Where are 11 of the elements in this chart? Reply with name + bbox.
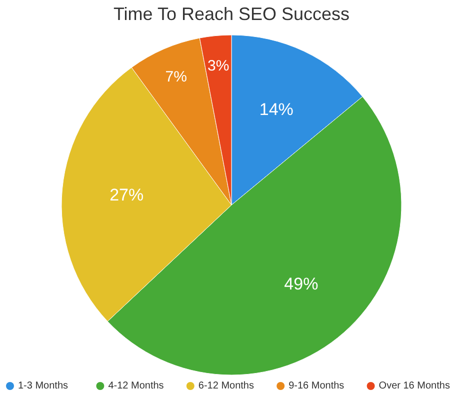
legend-label: 1-3 Months xyxy=(18,380,68,392)
legend-label: 9-16 Months xyxy=(288,380,344,392)
legend-label: 4-12 Months xyxy=(108,380,164,392)
chart-title: Time To Reach SEO Success xyxy=(113,4,350,24)
data-label: 14% xyxy=(259,100,294,120)
data-label: 49% xyxy=(284,274,318,294)
legend-label: 6-12 Months xyxy=(198,380,254,392)
data-label: 3% xyxy=(208,58,230,75)
data-label: 27% xyxy=(110,186,144,205)
data-label: 7% xyxy=(165,68,187,86)
legend-label: Over 16 Months xyxy=(378,380,450,392)
